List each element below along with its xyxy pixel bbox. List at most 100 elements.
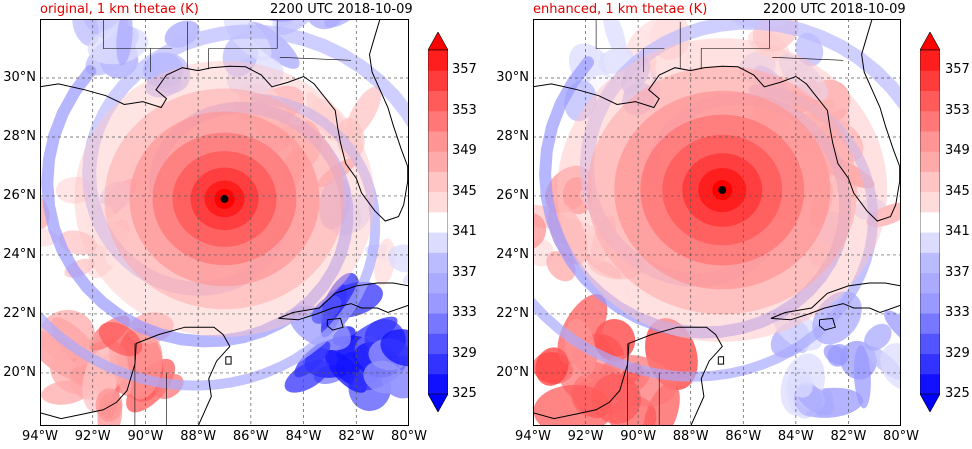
coastline: [861, 19, 901, 167]
lat-tick-label: 20°N: [496, 364, 529, 380]
lon-tick-label: 92°W: [74, 429, 111, 444]
lat-tick-label: 30°N: [3, 69, 36, 85]
lat-tick-label: 22°N: [3, 305, 36, 321]
coastline: [533, 326, 723, 426]
thetae-patch: [95, 388, 123, 422]
colorbar-level: [428, 171, 448, 193]
spiral-band: [40, 93, 381, 391]
colorbar-level: [428, 353, 448, 375]
colorbar-level: [920, 373, 940, 395]
lon-tick-label: 86°W: [725, 429, 762, 444]
colorbar-tick-label: 353: [945, 102, 970, 118]
colorbar-level: [920, 272, 940, 294]
lat-tick-label: 24°N: [496, 246, 529, 262]
thetae-patch: [72, 19, 99, 47]
colorbar-level: [920, 191, 940, 213]
gridlines: [40, 19, 409, 426]
colorbar-tick-label: 345: [945, 183, 970, 199]
left-panel-title: original, 1 km thetae (K): [40, 2, 199, 17]
colorbar-level: [920, 313, 940, 334]
colorbar-tick-label: 349: [452, 143, 477, 159]
storm-eye: [718, 186, 727, 195]
lat-tick-label: 24°N: [3, 246, 36, 262]
coastline: [326, 317, 344, 331]
border: [279, 57, 352, 61]
right-panel-time: 2200 UTC 2018-10-09: [763, 2, 906, 17]
thetae-patch: [853, 345, 871, 409]
thetae-patch: [533, 384, 613, 426]
colorbar-level: [428, 191, 448, 213]
thetae-patch: [827, 344, 850, 367]
colorbar-tick-label: 341: [452, 224, 477, 240]
lon-tick-label: 88°W: [672, 429, 709, 444]
thetae-patch: [884, 310, 901, 348]
colorbar-tick-label: 345: [452, 183, 477, 199]
lat-tick-label: 28°N: [3, 128, 36, 144]
map-original: [40, 19, 409, 426]
colorbar-tick-label: 353: [452, 102, 477, 118]
colorbar-level: [428, 232, 448, 253]
lat-tick-label: 22°N: [496, 305, 529, 321]
colorbar-tick-label: 333: [945, 305, 970, 321]
thetae-patch: [40, 226, 59, 248]
colorbar-level: [428, 313, 448, 334]
thetae-patch: [602, 19, 627, 60]
colorbar-level: [428, 151, 448, 172]
lon-tick-label: 80°W: [883, 429, 919, 444]
colorbar-tick-label: 325: [452, 386, 477, 401]
lon-tick-label: 88°W: [180, 429, 217, 444]
colorbar-tick-label: 329: [945, 345, 970, 361]
lon-tick-label: 86°W: [232, 429, 269, 444]
thetae-patch: [284, 359, 330, 393]
border: [772, 57, 844, 61]
coastline: [40, 326, 231, 426]
thetae-patch: [275, 19, 323, 36]
border: [208, 48, 278, 70]
colorbar-tick-label: 329: [452, 345, 477, 361]
coastline: [368, 19, 409, 167]
colorbar-min-extend: [428, 393, 448, 412]
thetae-patch: [116, 19, 133, 66]
colorbar-level: [920, 292, 940, 314]
colorbar-level: [920, 130, 940, 152]
coastline: [533, 65, 901, 222]
lon-tick-label: 84°W: [777, 429, 814, 444]
colorbar-min-extend: [920, 393, 940, 412]
colorbar-level: [428, 333, 448, 355]
colorbar-level: [428, 70, 448, 91]
lat-tick-label: 30°N: [496, 69, 529, 85]
colorbar-level: [920, 211, 940, 233]
border: [595, 19, 644, 49]
coastline: [770, 282, 901, 321]
thetae-patch: [864, 323, 892, 351]
colorbar-frame: [920, 49, 940, 395]
colorbar-level: [428, 272, 448, 294]
lat-tick-label: 26°N: [3, 187, 36, 203]
colorbar-level: [428, 110, 448, 132]
thetae-patch: [98, 322, 143, 357]
coastlines: [533, 19, 901, 426]
gridlines: [533, 19, 901, 426]
colorbar-level: [920, 333, 940, 355]
lat-tick-label: 28°N: [496, 128, 529, 144]
colorbar-level: [428, 373, 448, 395]
coastline: [40, 65, 409, 222]
colorbar-max-extend: [428, 32, 448, 51]
thetae-patch: [880, 343, 901, 391]
border: [700, 48, 770, 70]
colorbar-original: [428, 32, 448, 412]
lon-tick-label: 90°W: [127, 429, 164, 444]
coastline: [717, 356, 725, 365]
thetae-patch: [324, 19, 365, 28]
colorbar-level: [428, 90, 448, 112]
colorbar-level: [428, 130, 448, 152]
colorbar-tick-label: 349: [945, 143, 970, 159]
lon-tick-label: 84°W: [285, 429, 322, 444]
thetae-patch: [792, 376, 813, 398]
lat-tick-label: 26°N: [496, 187, 529, 203]
coastline: [278, 282, 409, 321]
colorbar-level: [920, 90, 940, 112]
colorbar-frame: [428, 49, 448, 395]
map-enhanced: [533, 19, 901, 426]
lon-tick-label: 82°W: [830, 429, 867, 444]
